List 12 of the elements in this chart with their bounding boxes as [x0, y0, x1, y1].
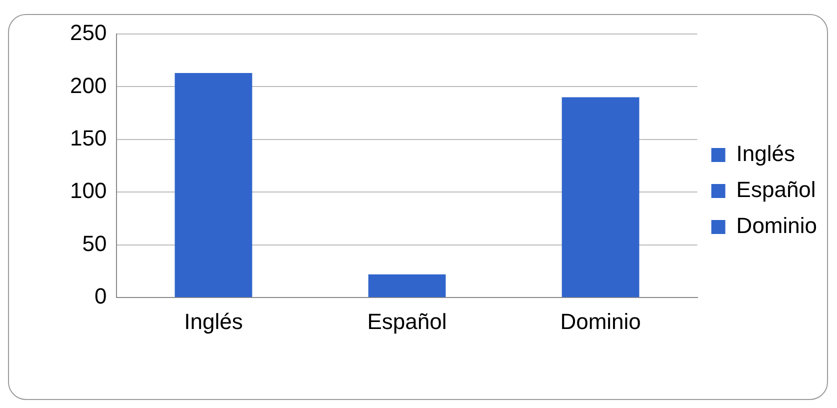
y-tick-label: 250 — [70, 20, 107, 46]
x-tick-label: Inglés — [184, 308, 243, 334]
legend-label: Español — [736, 177, 816, 202]
x-tick-label: Español — [367, 308, 447, 334]
y-tick-label: 150 — [70, 126, 107, 151]
legend-label: Dominio — [736, 213, 818, 238]
y-tick-label: 100 — [70, 178, 107, 204]
x-tick-label: Dominio — [560, 308, 641, 334]
y-tick-label: 200 — [70, 72, 107, 98]
legend-label: Inglés — [736, 141, 796, 166]
y-tick-label: 50 — [82, 230, 107, 256]
y-tick-label: 0 — [94, 284, 107, 309]
